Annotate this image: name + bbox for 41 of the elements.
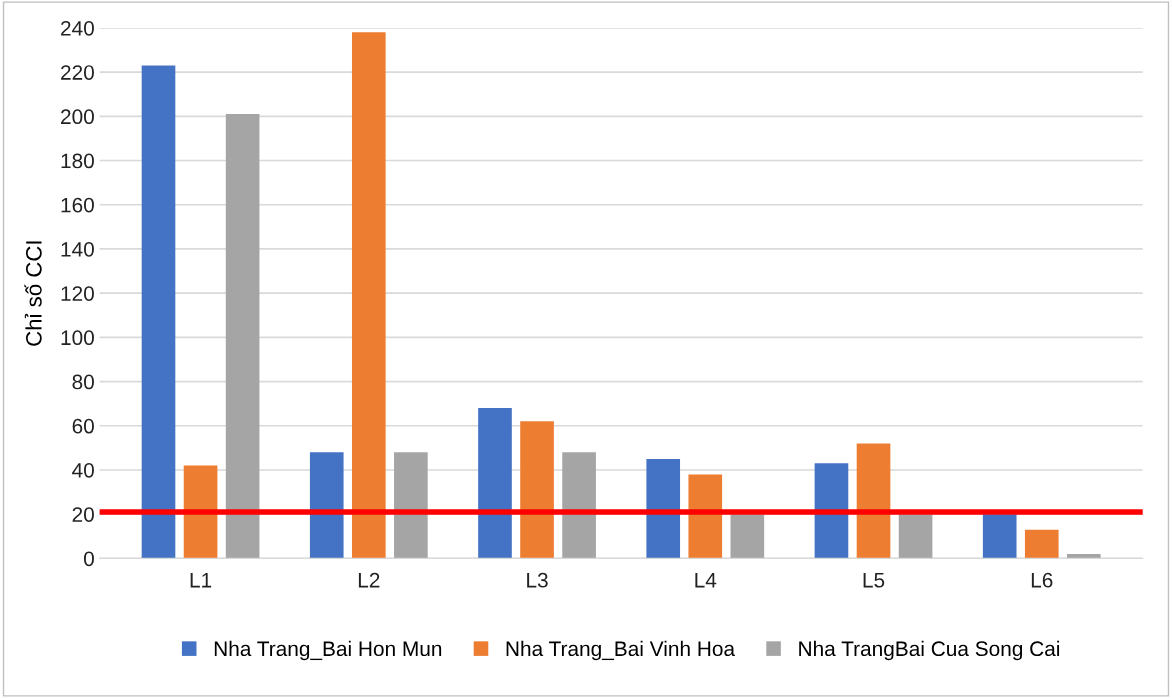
y-tick-label: 200 (61, 109, 94, 125)
x-tick-label: L6 (1031, 572, 1053, 588)
bar (562, 452, 596, 559)
bar (309, 452, 344, 559)
x-tick-label: L4 (695, 573, 717, 588)
legend-label: Nha Trang_Bai Hon Mun (214, 640, 442, 661)
bar (898, 514, 933, 559)
y-tick-label: 20 (72, 507, 94, 522)
bar (351, 32, 386, 559)
bar (183, 465, 218, 559)
bar (1024, 529, 1059, 559)
y-tick-label: 140 (61, 241, 94, 257)
y-tick-label: 160 (61, 197, 94, 213)
y-tick-label: 100 (61, 330, 94, 346)
bar (856, 443, 891, 559)
y-tick-label: 60 (72, 418, 94, 434)
y-tick-label: 0 (83, 551, 94, 567)
bar (1066, 553, 1101, 559)
y-axis-title: Chỉ số CCI (24, 241, 42, 346)
y-tick-label: 180 (61, 153, 94, 169)
legend-label: Nha Trang_Bai Vinh Hoa (506, 640, 736, 661)
bar (520, 421, 554, 559)
bar (141, 65, 176, 559)
bar (730, 514, 765, 559)
bar (225, 114, 260, 559)
y-tick-label: 120 (61, 286, 94, 301)
bar (478, 408, 512, 559)
y-tick-label: 40 (72, 462, 94, 478)
legend-label: Nha TrangBai Cua Song Cai (799, 640, 1060, 661)
y-tick-label: 240 (61, 20, 94, 36)
bar (982, 514, 1017, 559)
x-tick-label: L1 (190, 573, 212, 588)
x-tick-label: L3 (527, 572, 548, 588)
bar (814, 463, 849, 559)
y-tick-label: 80 (72, 374, 94, 390)
bar (646, 458, 681, 559)
bar (688, 474, 723, 559)
bar (394, 452, 428, 559)
x-tick-label: L2 (358, 572, 380, 588)
y-tick-label: 220 (61, 65, 94, 80)
x-tick-label: L5 (863, 573, 885, 588)
